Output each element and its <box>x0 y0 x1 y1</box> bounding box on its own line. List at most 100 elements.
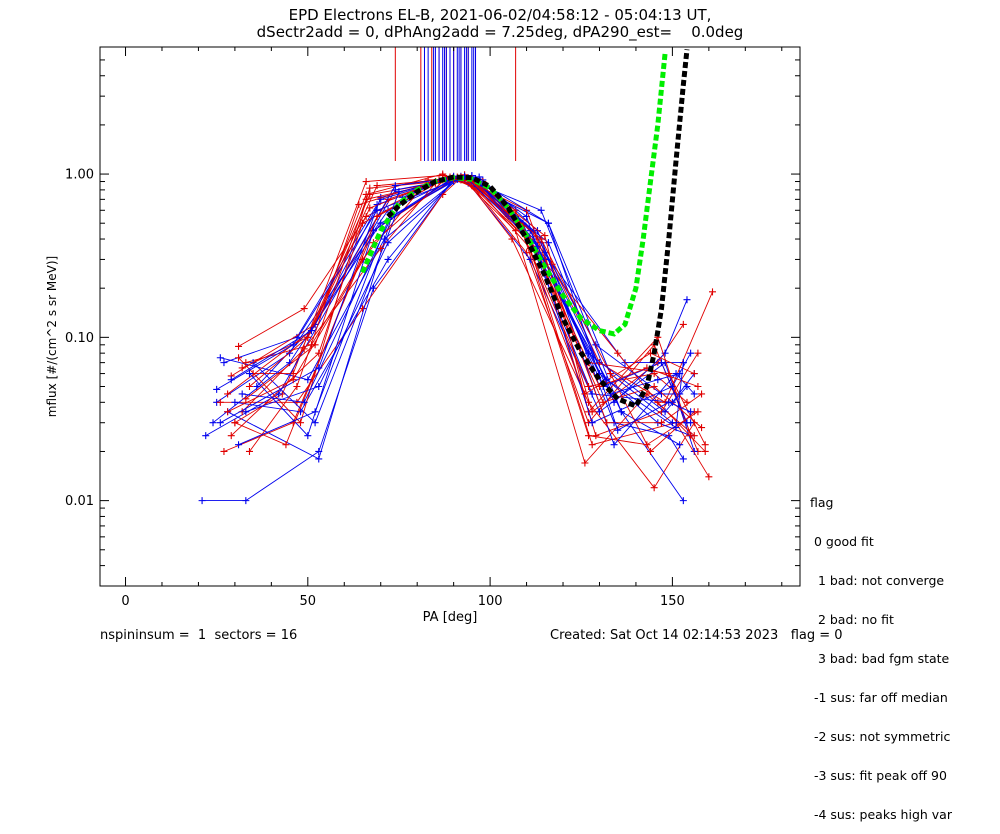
data-point-marker <box>304 333 312 341</box>
data-point-marker <box>311 341 319 349</box>
data-point-marker <box>614 349 622 357</box>
data-point-marker <box>362 195 370 203</box>
data-point-marker <box>231 419 239 427</box>
data-point-marker <box>373 212 381 220</box>
data-point-marker <box>245 447 253 455</box>
data-point-marker <box>687 408 695 416</box>
data-point-marker <box>588 419 596 427</box>
data-point-marker <box>384 255 392 263</box>
data-point-marker <box>679 359 687 367</box>
data-point-marker <box>679 497 687 505</box>
data-point-marker <box>676 441 684 449</box>
data-point-marker <box>300 345 308 353</box>
data-point-marker <box>307 327 315 335</box>
data-point-marker <box>650 382 658 390</box>
data-point-marker <box>705 473 713 481</box>
data-point-marker <box>300 398 308 406</box>
data-point-marker <box>224 390 232 398</box>
data-point-marker <box>672 424 680 432</box>
data-point-marker <box>293 382 301 390</box>
data-point-marker <box>238 364 246 372</box>
data-point-marker <box>362 178 370 186</box>
data-point-marker <box>315 364 323 372</box>
data-point-marker <box>245 370 253 378</box>
data-point-marker <box>581 459 589 467</box>
data-point-marker <box>220 359 228 367</box>
data-point-marker <box>366 184 374 192</box>
data-point-marker <box>588 441 596 449</box>
fit-curve-black <box>386 49 690 410</box>
x-tick-label: 100 <box>478 594 503 609</box>
data-point-marker <box>647 447 655 455</box>
series-line <box>220 178 691 424</box>
fit-curves <box>360 49 690 410</box>
data-point-marker <box>242 395 250 403</box>
series-line <box>220 177 695 464</box>
x-axis-label: PA [deg] <box>423 610 478 625</box>
data-point-marker <box>585 349 593 357</box>
fit-curve-green <box>360 52 668 337</box>
data-point-marker <box>679 455 687 463</box>
data-point-marker <box>311 419 319 427</box>
data-point-marker <box>592 432 600 440</box>
footer-right: Created: Sat Oct 14 02:14:53 2023 flag =… <box>550 628 843 643</box>
data-point-marker <box>599 398 607 406</box>
data-point-marker <box>315 455 323 463</box>
legend-item: 1 bad: not converge <box>810 573 945 588</box>
data-point-marker <box>687 349 695 357</box>
data-point-marker <box>603 376 611 384</box>
data-point-marker <box>595 408 603 416</box>
data-point-marker <box>315 382 323 390</box>
data-point-marker <box>709 288 716 296</box>
data-point-marker <box>213 385 221 393</box>
data-point-marker <box>679 320 687 328</box>
data-point-marker <box>665 432 673 440</box>
data-point-marker <box>654 376 662 384</box>
data-point-marker <box>683 296 691 304</box>
data-point-marker <box>216 398 224 406</box>
data-point-marker <box>585 382 593 390</box>
data-point-marker <box>610 441 618 449</box>
vertical-markers <box>394 47 517 161</box>
data-point-marker <box>687 432 695 440</box>
data-point-marker <box>661 408 669 416</box>
data-point-marker <box>541 232 549 240</box>
data-point-marker <box>235 354 243 362</box>
data-point-marker <box>391 182 399 190</box>
data-point-marker <box>698 424 706 432</box>
data-point-marker <box>694 382 702 390</box>
data-point-marker <box>355 201 363 209</box>
data-point-marker <box>606 370 614 378</box>
data-point-marker <box>668 382 676 390</box>
data-point-marker <box>198 497 206 505</box>
data-point-marker <box>701 447 709 455</box>
series-line <box>252 175 688 424</box>
series-line <box>241 174 688 413</box>
data-point-marker <box>242 497 250 505</box>
data-point-marker <box>304 432 312 440</box>
series-line <box>234 177 706 452</box>
data-point-marker <box>216 354 224 362</box>
data-point-marker <box>304 376 312 384</box>
footer-left: nspininsum = 1 sectors = 16 <box>100 628 298 643</box>
legend-title: flag <box>810 495 834 510</box>
data-point-marker <box>202 432 210 440</box>
x-tick-label: 50 <box>300 594 317 609</box>
series-line <box>202 178 684 502</box>
chart-title-line1: EPD Electrons EL-B, 2021-06-02/04:58:12 … <box>288 6 712 24</box>
data-point-marker <box>694 349 702 357</box>
data-point-marker <box>220 447 228 455</box>
data-point-marker <box>595 382 603 390</box>
legend-item: 3 bad: bad fgm state <box>810 651 950 666</box>
data-point-marker <box>508 235 516 243</box>
data-point-marker <box>701 441 709 449</box>
x-tick-label: 150 <box>660 594 685 609</box>
data-point-marker <box>300 305 308 313</box>
data-point-marker <box>377 245 385 253</box>
y-tick-label: 0.01 <box>65 494 94 509</box>
legend-item: -4 sus: peaks high var <box>810 807 952 822</box>
y-tick-label: 0.10 <box>65 331 94 346</box>
data-point-marker <box>209 419 217 427</box>
data-point-marker <box>537 235 545 243</box>
chart-plot: 0 50 100 150 0.01 0.10 1.00 PA [deg] mflux [#/(c… <box>45 46 801 625</box>
